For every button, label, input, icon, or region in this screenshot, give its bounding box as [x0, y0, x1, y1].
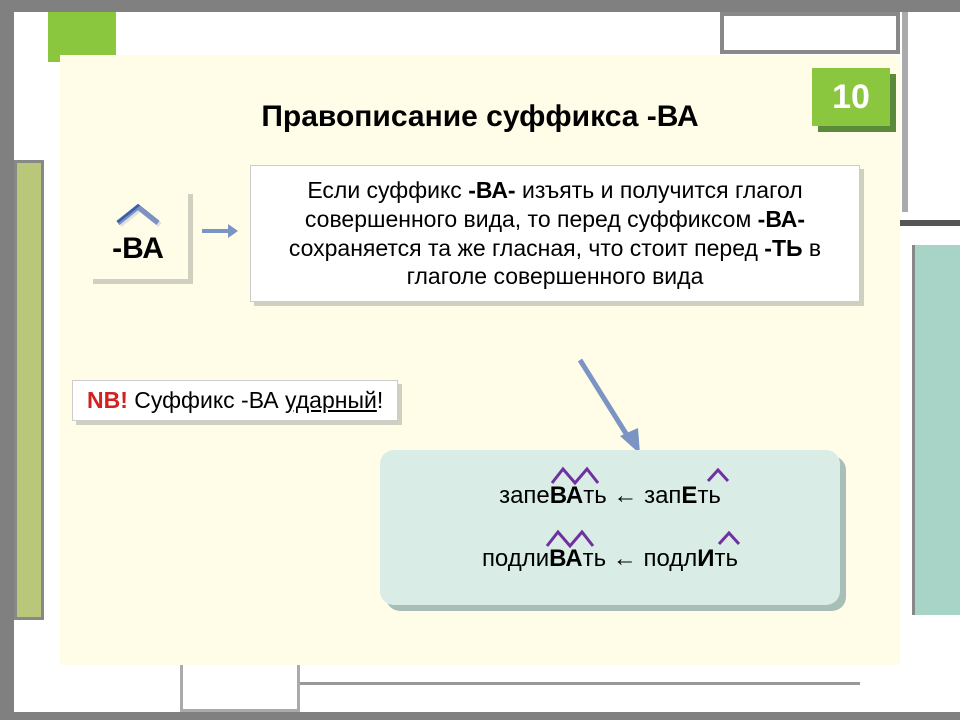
example-line-1: запеВАть ← запЕть — [499, 482, 721, 510]
suffix-row: -ВА Если суффикс -ВА- изъять и получится… — [88, 165, 888, 302]
deco-block — [912, 245, 960, 615]
example-line-2: подлиВАть ← подлИть — [482, 545, 738, 573]
nb-text: NB! Суффикс -ВА ударный! — [72, 380, 398, 421]
frame-top — [0, 0, 960, 12]
arrow-right-icon — [200, 222, 238, 245]
suffix-box: -ВА — [88, 189, 188, 279]
deco-block — [720, 12, 900, 54]
rule-text: Если суффикс -ВА- изъять и получится гла… — [250, 165, 860, 302]
page-title: Правописание суффикса -ВА — [0, 100, 960, 134]
caret-icon — [549, 464, 601, 486]
example-box: запеВАть ← запЕть подлиВАть ← подлИть — [380, 450, 840, 605]
caret-icon — [705, 466, 731, 484]
deco-block — [900, 220, 960, 226]
suffix-label: -ВА — [112, 232, 164, 266]
caret-icon — [114, 201, 162, 232]
deco-block — [300, 682, 860, 712]
arrow-down-icon — [560, 350, 650, 465]
frame-bottom — [0, 712, 960, 720]
caret-icon — [544, 527, 596, 549]
rule-box: Если суффикс -ВА- изъять и получится гла… — [250, 165, 860, 302]
caret-icon — [716, 529, 742, 547]
deco-block — [14, 160, 44, 620]
nb-box: NB! Суффикс -ВА ударный! — [72, 380, 398, 421]
